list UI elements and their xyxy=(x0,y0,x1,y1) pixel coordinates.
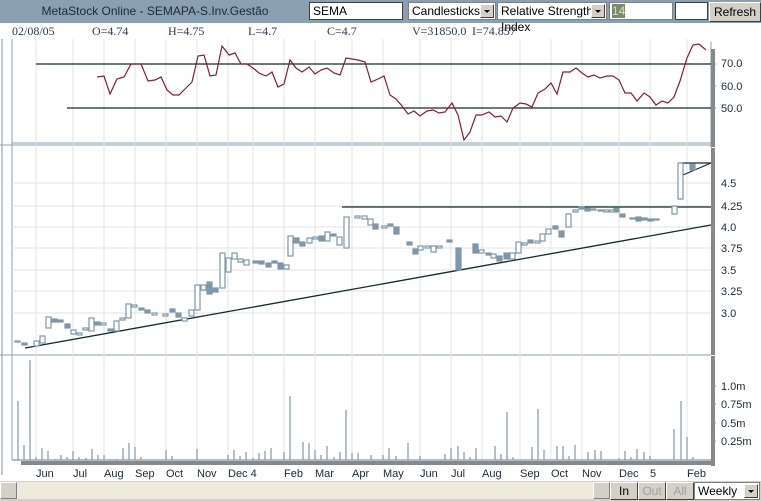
support-trendline xyxy=(24,224,712,349)
chart-type-select[interactable]: Candlesticks xyxy=(408,2,496,20)
x-label: Mar xyxy=(315,468,334,480)
chevron-down-icon[interactable] xyxy=(744,484,758,498)
x-label: Dec 4 xyxy=(228,468,257,480)
candlesticks xyxy=(14,162,696,347)
refresh-button[interactable]: Refresh xyxy=(709,2,761,22)
chevron-down-icon[interactable] xyxy=(480,4,494,18)
x-axis-labels: Jun Jul Aug Sep Oct Nov Dec 4 Feb Mar Ap… xyxy=(36,468,706,480)
price-tick-3.75: 3.75 xyxy=(721,243,742,255)
rsi-tick-60: 60.0 xyxy=(721,81,742,93)
volume-tick-1m: 1.0m xyxy=(721,381,745,393)
volume-tick-0.75m: 0.75m xyxy=(721,399,752,411)
x-label: Oct xyxy=(551,468,568,480)
x-label: Feb xyxy=(687,468,706,480)
period-input[interactable]: 14 xyxy=(609,2,673,20)
price-panel: 4.5 4.25 4.0 3.75 3.5 3.25 3.0 xyxy=(12,162,742,349)
info-close: C=4.7 xyxy=(327,24,357,38)
chart-type-value: Candlesticks xyxy=(412,4,481,18)
x-label: Oct xyxy=(166,468,183,480)
rsi-line xyxy=(96,43,707,142)
volume-tick-0.25m: 0.25m xyxy=(721,436,752,448)
info-indicator: I=74.857 xyxy=(472,24,516,38)
volume-panel: 1.0m 0.75m 0.5m 0.25m xyxy=(12,360,752,461)
x-label: Jul xyxy=(451,468,465,480)
bottom-toolbar: In Out All Weekly xyxy=(0,481,761,501)
window-title: MetaStock Online - SEMAPA-S.Inv.Gestão xyxy=(41,4,269,18)
info-low: L=4.7 xyxy=(248,24,278,38)
vertical-gridlines xyxy=(35,39,688,460)
x-label: Dec xyxy=(619,468,639,480)
horizontal-scrollbar[interactable] xyxy=(0,482,610,499)
period-value: 14 xyxy=(612,4,626,18)
x-label: Nov xyxy=(197,468,217,480)
zoom-out-button[interactable]: Out xyxy=(638,482,666,500)
scroll-left-icon[interactable] xyxy=(0,482,17,499)
x-label: Jun xyxy=(36,468,54,480)
chevron-down-icon[interactable] xyxy=(591,4,605,18)
price-tick-4.0: 4.0 xyxy=(721,222,736,234)
symbol-input[interactable]: SEMA xyxy=(309,2,403,20)
x-label: 5 xyxy=(650,468,656,480)
x-label: Aug xyxy=(104,468,124,480)
interval-select[interactable]: Weekly xyxy=(694,482,760,500)
chart-frame xyxy=(0,39,715,475)
price-tick-3.5: 3.5 xyxy=(721,265,736,277)
x-label: Feb xyxy=(284,468,303,480)
zoom-all-button[interactable]: All xyxy=(666,482,694,500)
x-label: Sep xyxy=(135,468,155,480)
ohlc-info-bar: 02/08/05 O=4.74 H=4.75 L=4.7 C=4.7 V=318… xyxy=(0,23,761,39)
x-label: May xyxy=(383,468,404,480)
volume-tick-0.5m: 0.5m xyxy=(721,418,745,430)
x-label: Apr xyxy=(352,468,369,480)
scroll-right-icon[interactable] xyxy=(593,482,610,499)
rsi-panel: 70.0 60.0 50.0 xyxy=(36,43,742,142)
info-open: O=4.74 xyxy=(92,24,129,38)
price-tick-4.25: 4.25 xyxy=(721,201,742,213)
toolbar: MetaStock Online - SEMAPA-S.Inv.Gestão S… xyxy=(0,0,761,34)
price-tick-4.5: 4.5 xyxy=(721,178,736,190)
indicator-value: Relative Strength Index xyxy=(501,4,594,34)
rsi-tick-70: 70.0 xyxy=(721,58,742,70)
info-volume: V=31850.0 xyxy=(412,24,467,38)
zoom-in-button[interactable]: In xyxy=(610,482,638,500)
info-date: 02/08/05 xyxy=(12,24,55,38)
x-label: Jul xyxy=(73,468,87,480)
rsi-tick-50: 50.0 xyxy=(721,103,742,115)
x-label: Nov xyxy=(582,468,602,480)
x-label: Jun xyxy=(420,468,438,480)
interval-value: Weekly xyxy=(698,484,738,498)
price-tick-3.25: 3.25 xyxy=(721,286,742,298)
secondary-param-input[interactable] xyxy=(675,2,708,20)
info-high: H=4.75 xyxy=(168,24,205,38)
chart-canvas[interactable]: 70.0 60.0 50.0 xyxy=(0,39,761,481)
price-tick-3.0: 3.0 xyxy=(721,308,736,320)
x-label: Sep xyxy=(520,468,540,480)
indicator-select[interactable]: Relative Strength Index xyxy=(497,2,607,34)
x-label: Aug xyxy=(482,468,502,480)
